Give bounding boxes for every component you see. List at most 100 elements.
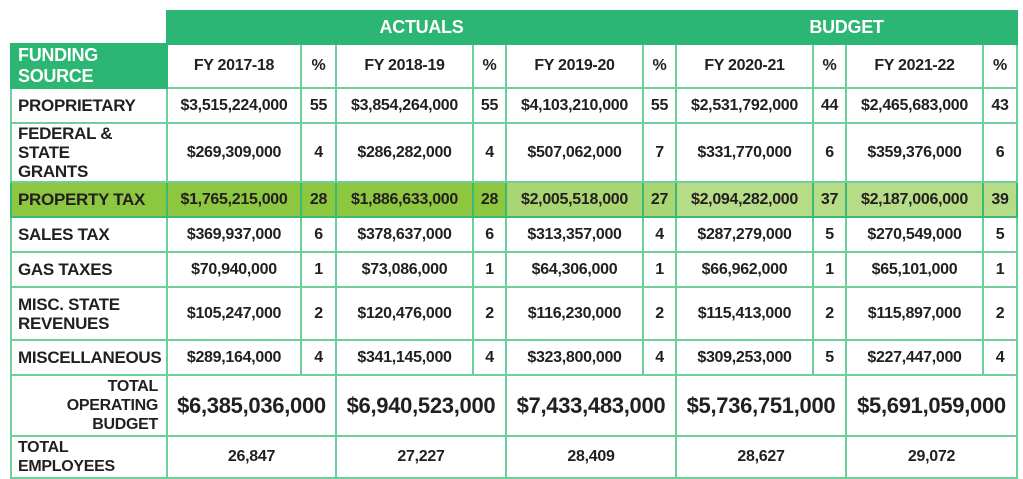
amount-cell: $269,309,000 xyxy=(166,122,302,183)
percent-cell: 6 xyxy=(982,122,1018,183)
pct-header: % xyxy=(472,43,507,89)
table-row: PROPRIETARY $3,515,224,000 55 $3,854,264,00… xyxy=(10,87,1018,124)
blank-corner xyxy=(11,11,167,44)
employee-count-cell: 29,072 xyxy=(845,435,1018,479)
percent-cell: 1 xyxy=(300,251,337,288)
amount-cell: $313,357,000 xyxy=(505,216,644,253)
percent-cell: 4 xyxy=(642,216,677,253)
row-label: TOTAL EMPLOYEES xyxy=(10,435,168,479)
amount-cell: $2,187,006,000 xyxy=(845,181,984,218)
amount-cell: $73,086,000 xyxy=(335,251,474,288)
amount-cell: $227,447,000 xyxy=(845,339,984,376)
amount-cell: $369,937,000 xyxy=(166,216,302,253)
row-label: PROPRIETARY xyxy=(10,87,168,124)
amount-cell: $287,279,000 xyxy=(675,216,814,253)
amount-cell: $64,306,000 xyxy=(505,251,644,288)
percent-cell: 1 xyxy=(982,251,1018,288)
percent-cell: 6 xyxy=(472,216,507,253)
amount-cell: $341,145,000 xyxy=(335,339,474,376)
percent-cell: 2 xyxy=(642,286,677,341)
amount-cell: $2,531,792,000 xyxy=(675,87,814,124)
percent-cell: 4 xyxy=(300,339,337,376)
amount-cell: $116,230,000 xyxy=(505,286,644,341)
table-row: GAS TAXES $70,940,000 1 $73,086,000 1 $64,306… xyxy=(10,251,1018,288)
percent-cell: 4 xyxy=(982,339,1018,376)
percent-cell: 5 xyxy=(812,216,847,253)
amount-cell: $115,413,000 xyxy=(675,286,814,341)
table-row: SALES TAX $369,937,000 6 $378,637,000 6 $313,… xyxy=(10,216,1018,253)
amount-cell: $309,253,000 xyxy=(675,339,814,376)
percent-cell: 37 xyxy=(812,181,847,218)
percent-cell: 1 xyxy=(642,251,677,288)
row-label: PROPERTY TAX xyxy=(10,181,168,218)
amount-cell: $270,549,000 xyxy=(845,216,984,253)
amount-cell: $70,940,000 xyxy=(166,251,302,288)
percent-cell: 43 xyxy=(982,87,1018,124)
amount-cell: $3,854,264,000 xyxy=(335,87,474,124)
amount-cell: $4,103,210,000 xyxy=(505,87,644,124)
row-label: MISCELLANEOUS xyxy=(10,339,168,376)
percent-cell: 39 xyxy=(982,181,1018,218)
percent-cell: 1 xyxy=(812,251,847,288)
amount-cell: $2,094,282,000 xyxy=(675,181,814,218)
amount-cell: $65,101,000 xyxy=(845,251,984,288)
employees-row: TOTAL EMPLOYEES 26,847 27,227 28,409 28,627 2… xyxy=(10,435,1018,479)
amount-cell: $378,637,000 xyxy=(335,216,474,253)
employee-count-cell: 26,847 xyxy=(166,435,337,479)
amount-cell: $289,164,000 xyxy=(166,339,302,376)
row-label: TOTAL OPERATING BUDGET xyxy=(10,374,168,437)
total-amount-cell: $5,691,059,000 xyxy=(845,374,1018,437)
pct-header: % xyxy=(812,43,847,89)
amount-cell: $286,282,000 xyxy=(335,122,474,183)
year-header: FY 2021-22 xyxy=(845,43,984,89)
employee-count-cell: 27,227 xyxy=(335,435,507,479)
amount-cell: $3,515,224,000 xyxy=(166,87,302,124)
table-row: MISCELLANEOUS $289,164,000 4 $341,145,000 4 $… xyxy=(10,339,1018,376)
table-row: FEDERAL & STATE GRANTS $269,309,000 4 $286,… xyxy=(10,122,1018,183)
amount-cell: $115,897,000 xyxy=(845,286,984,341)
row-label: SALES TAX xyxy=(10,216,168,253)
amount-cell: $2,005,518,000 xyxy=(505,181,644,218)
percent-cell: 5 xyxy=(812,339,847,376)
percent-cell: 2 xyxy=(982,286,1018,341)
amount-cell: $2,465,683,000 xyxy=(845,87,984,124)
year-header: FY 2017-18 xyxy=(166,43,302,89)
percent-cell: 5 xyxy=(982,216,1018,253)
amount-cell: $1,765,215,000 xyxy=(166,181,302,218)
row-label: GAS TAXES xyxy=(10,251,168,288)
percent-cell: 6 xyxy=(812,122,847,183)
total-amount-cell: $6,385,036,000 xyxy=(166,374,337,437)
percent-cell: 2 xyxy=(300,286,337,341)
percent-cell: 55 xyxy=(642,87,677,124)
amount-cell: $331,770,000 xyxy=(675,122,814,183)
amount-cell: $1,886,633,000 xyxy=(335,181,474,218)
year-header: FY 2018-19 xyxy=(335,43,474,89)
year-header: FY 2019-20 xyxy=(505,43,644,89)
percent-cell: 2 xyxy=(472,286,507,341)
total-amount-cell: $6,940,523,000 xyxy=(335,374,507,437)
table-row: MISC. STATE REVENUES $105,247,000 2 $120,47… xyxy=(10,286,1018,341)
percent-cell: 6 xyxy=(300,216,337,253)
percent-cell: 1 xyxy=(472,251,507,288)
funding-table: ACTUALS BUDGET FUNDING SOURCE FY 2017-18… xyxy=(10,10,1018,479)
percent-cell: 28 xyxy=(300,181,337,218)
percent-cell: 44 xyxy=(812,87,847,124)
total-amount-cell: $7,433,483,000 xyxy=(505,374,677,437)
percent-cell: 4 xyxy=(300,122,337,183)
percent-cell: 4 xyxy=(472,122,507,183)
percent-cell: 55 xyxy=(300,87,337,124)
percent-cell: 4 xyxy=(472,339,507,376)
percent-cell: 28 xyxy=(472,181,507,218)
row-label: FEDERAL & STATE GRANTS xyxy=(10,122,168,183)
group-actuals: ACTUALS xyxy=(166,10,677,45)
pct-header: % xyxy=(642,43,677,89)
amount-cell: $359,376,000 xyxy=(845,122,984,183)
amount-cell: $120,476,000 xyxy=(335,286,474,341)
total-amount-cell: $5,736,751,000 xyxy=(675,374,847,437)
percent-cell: 55 xyxy=(472,87,507,124)
percent-cell: 4 xyxy=(642,339,677,376)
funding-source-header: FUNDING SOURCE xyxy=(10,43,168,89)
table-row: PROPERTY TAX $1,765,215,000 28 $1,886,633,0… xyxy=(10,181,1018,218)
employee-count-cell: 28,627 xyxy=(675,435,847,479)
percent-cell: 7 xyxy=(642,122,677,183)
